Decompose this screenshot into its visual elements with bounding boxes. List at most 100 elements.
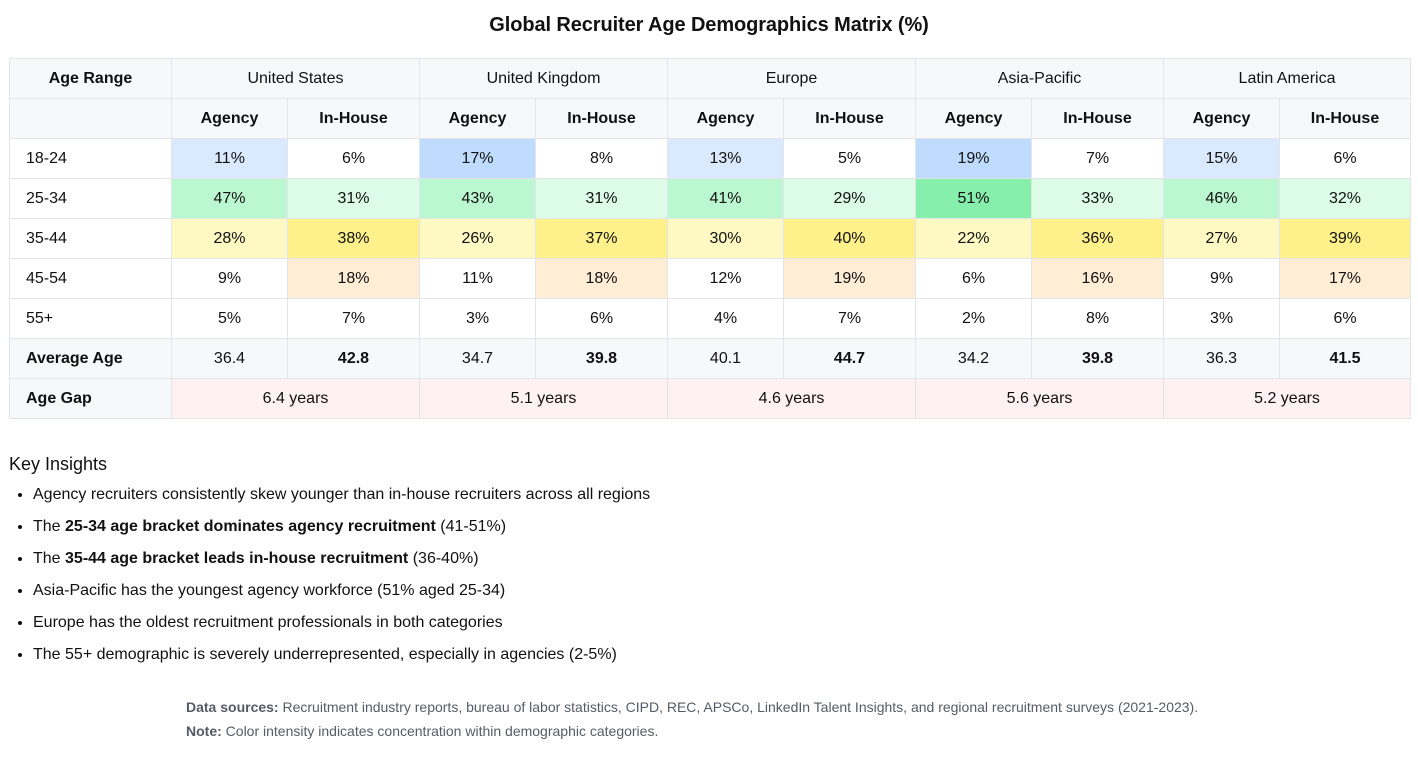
in-house-value-cell: 19% xyxy=(783,258,916,299)
agency-header: Agency xyxy=(171,98,288,139)
in-house-header: In-House xyxy=(1030,98,1165,139)
in-house-value-cell: 40% xyxy=(783,218,916,259)
table-row: 18-24 11% 6% 17% 8% 13% 5% 19% 7% 15% 6% xyxy=(9,138,1412,179)
in-house-value-cell: 7% xyxy=(287,298,420,339)
in-house-header: In-House xyxy=(1279,98,1412,139)
insight-range: (36-40%) xyxy=(408,550,479,567)
agency-value-cell: 51% xyxy=(915,178,1032,219)
in-house-value-cell: 8% xyxy=(1030,298,1165,339)
agency-header: Agency xyxy=(667,98,784,139)
average-age-cell: 44.7 xyxy=(783,338,916,379)
agency-value-cell: 28% xyxy=(171,218,288,259)
in-house-value-cell: 6% xyxy=(1279,298,1412,339)
insight-text: The xyxy=(33,518,66,535)
average-age-row: Average Age 36.4 42.8 34.7 39.8 40.1 44.… xyxy=(9,338,1412,379)
agency-value-cell: 26% xyxy=(419,218,536,259)
table-row: 55+ 5% 7% 3% 6% 4% 7% 2% 8% 3% 6% xyxy=(9,298,1412,339)
age-range-header: Age Range xyxy=(9,58,172,99)
average-age-label: Average Age xyxy=(9,338,172,379)
average-age-cell: 41.5 xyxy=(1279,338,1412,379)
insight-text: Europe has the oldest recruitment profes… xyxy=(33,614,503,631)
region-header: Asia-Pacific xyxy=(914,58,1165,99)
data-sources-label: Data sources: xyxy=(186,699,279,715)
in-house-value-cell: 5% xyxy=(783,138,916,179)
average-age-cell: 42.8 xyxy=(287,338,420,379)
agency-header: Agency xyxy=(1163,98,1281,139)
age-gap-cell: 5.1 years xyxy=(419,378,668,419)
agency-value-cell: 46% xyxy=(1163,178,1281,219)
sub-header-row: Agency In-House Agency In-House Agency I… xyxy=(9,98,1412,139)
agency-value-cell: 4% xyxy=(667,298,784,339)
agency-value-cell: 6% xyxy=(915,258,1032,299)
insight-text: The 55+ demographic is severely underrep… xyxy=(33,646,617,663)
agency-value-cell: 9% xyxy=(171,258,288,299)
data-sources-line: Data sources: Recruitment industry repor… xyxy=(186,695,1386,719)
note-label: Note: xyxy=(186,723,222,739)
insight-item: The 55+ demographic is severely underrep… xyxy=(33,645,1009,665)
average-age-cell: 39.8 xyxy=(535,338,668,379)
agency-value-cell: 3% xyxy=(419,298,536,339)
key-insights: Key Insights Agency recruiters consisten… xyxy=(9,454,1009,677)
agency-value-cell: 11% xyxy=(171,138,288,179)
table-row: 45-54 9% 18% 11% 18% 12% 19% 6% 16% 9% 17% xyxy=(9,258,1412,299)
age-range-label: 35-44 xyxy=(9,218,172,259)
table-body: 18-24 11% 6% 17% 8% 13% 5% 19% 7% 15% 6% 25-34 47% 31… xyxy=(9,138,1412,419)
agency-value-cell: 22% xyxy=(915,218,1032,259)
agency-value-cell: 27% xyxy=(1163,218,1281,259)
in-house-header: In-House xyxy=(783,98,916,139)
note-text: Color intensity indicates concentration … xyxy=(221,723,659,739)
in-house-value-cell: 39% xyxy=(1279,218,1412,259)
region-header: United Kingdom xyxy=(419,58,668,99)
agency-header: Agency xyxy=(419,98,536,139)
agency-value-cell: 12% xyxy=(667,258,784,299)
insight-item: Agency recruiters consistently skew youn… xyxy=(33,485,1009,505)
insight-text: The xyxy=(33,550,66,567)
insight-text: Agency recruiters consistently skew youn… xyxy=(33,486,651,503)
average-age-cell: 36.4 xyxy=(171,338,288,379)
in-house-value-cell: 7% xyxy=(783,298,916,339)
insight-item: Asia-Pacific has the youngest agency wor… xyxy=(33,581,1009,601)
in-house-value-cell: 18% xyxy=(535,258,668,299)
in-house-value-cell: 8% xyxy=(535,138,668,179)
agency-value-cell: 9% xyxy=(1163,258,1281,299)
key-insights-title: Key Insights xyxy=(9,454,108,474)
age-range-label: 45-54 xyxy=(9,258,172,299)
in-house-value-cell: 6% xyxy=(1279,138,1412,179)
in-house-header: In-House xyxy=(287,98,420,139)
agency-value-cell: 5% xyxy=(171,298,288,339)
average-age-cell: 40.1 xyxy=(667,338,784,379)
page-title: Global Recruiter Age Demographics Matrix… xyxy=(489,14,929,36)
agency-value-cell: 19% xyxy=(915,138,1032,179)
average-age-cell: 34.7 xyxy=(419,338,536,379)
age-gap-row: Age Gap 6.4 years 5.1 years 4.6 years 5.… xyxy=(9,378,1412,419)
age-gap-cell: 6.4 years xyxy=(171,378,420,419)
in-house-value-cell: 37% xyxy=(535,218,668,259)
in-house-value-cell: 6% xyxy=(287,138,420,179)
in-house-value-cell: 17% xyxy=(1279,258,1412,299)
insight-emphasis: 35-44 age bracket leads in-house recruit… xyxy=(65,550,409,567)
agency-value-cell: 2% xyxy=(915,298,1032,339)
table-row: 35-44 28% 38% 26% 37% 30% 40% 22% 36% 27% 39% xyxy=(9,218,1412,259)
age-gap-cell: 4.6 years xyxy=(667,378,916,419)
insight-text: Asia-Pacific has the youngest agency wor… xyxy=(33,582,506,599)
agency-value-cell: 43% xyxy=(419,178,536,219)
region-header-row: Age Range United States United Kingdom E… xyxy=(9,58,1412,99)
agency-value-cell: 30% xyxy=(667,218,784,259)
in-house-value-cell: 6% xyxy=(535,298,668,339)
average-age-cell: 34.2 xyxy=(915,338,1032,379)
in-house-value-cell: 31% xyxy=(535,178,668,219)
in-house-value-cell: 32% xyxy=(1279,178,1412,219)
average-age-cell: 36.3 xyxy=(1163,338,1281,379)
empty-header-cell xyxy=(9,98,172,139)
agency-value-cell: 13% xyxy=(667,138,784,179)
agency-value-cell: 47% xyxy=(171,178,288,219)
age-gap-cell: 5.6 years xyxy=(914,378,1165,419)
in-house-value-cell: 16% xyxy=(1030,258,1165,299)
age-range-label: 25-34 xyxy=(9,178,172,219)
note-line: Note: Color intensity indicates concentr… xyxy=(186,719,1386,743)
in-house-value-cell: 7% xyxy=(1030,138,1165,179)
agency-value-cell: 3% xyxy=(1163,298,1281,339)
region-header: Latin America xyxy=(1163,58,1412,99)
demographics-table: Age Range United States United Kingdom E… xyxy=(9,58,1412,419)
region-header: Europe xyxy=(667,58,916,99)
